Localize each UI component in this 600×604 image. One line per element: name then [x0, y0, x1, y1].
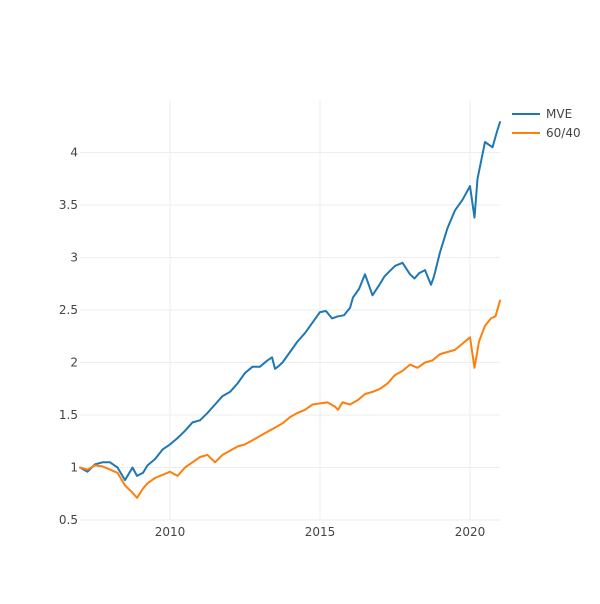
x-tick-label: 2010 — [155, 525, 186, 539]
y-axis-tick-labels: 0.5 1 1.5 2 2.5 3 3.5 4 — [59, 146, 78, 528]
series-lines — [79, 121, 501, 499]
y-tick-label: 0.5 — [59, 513, 78, 527]
legend-item-60-40[interactable]: 60/40 — [512, 126, 581, 140]
legend-item-mve[interactable]: MVE — [512, 107, 572, 121]
legend-label: MVE — [546, 107, 572, 121]
y-tick-label: 1.5 — [59, 408, 78, 422]
y-tick-label: 1 — [70, 461, 78, 475]
x-tick-label: 2020 — [455, 525, 486, 539]
y-tick-label: 2.5 — [59, 303, 78, 317]
y-tick-label: 2 — [70, 356, 78, 370]
y-tick-label: 3.5 — [59, 198, 78, 212]
x-axis-tick-labels: 2010 2015 2020 — [155, 525, 486, 539]
y-tick-label: 3 — [70, 251, 78, 265]
legend[interactable]: MVE 60/40 — [512, 107, 581, 140]
x-tick-label: 2015 — [305, 525, 336, 539]
legend-label: 60/40 — [546, 126, 581, 140]
series-line-60-40 — [79, 299, 501, 499]
grid — [80, 100, 500, 521]
series-line-mve — [79, 121, 501, 482]
y-tick-label: 4 — [70, 146, 78, 160]
